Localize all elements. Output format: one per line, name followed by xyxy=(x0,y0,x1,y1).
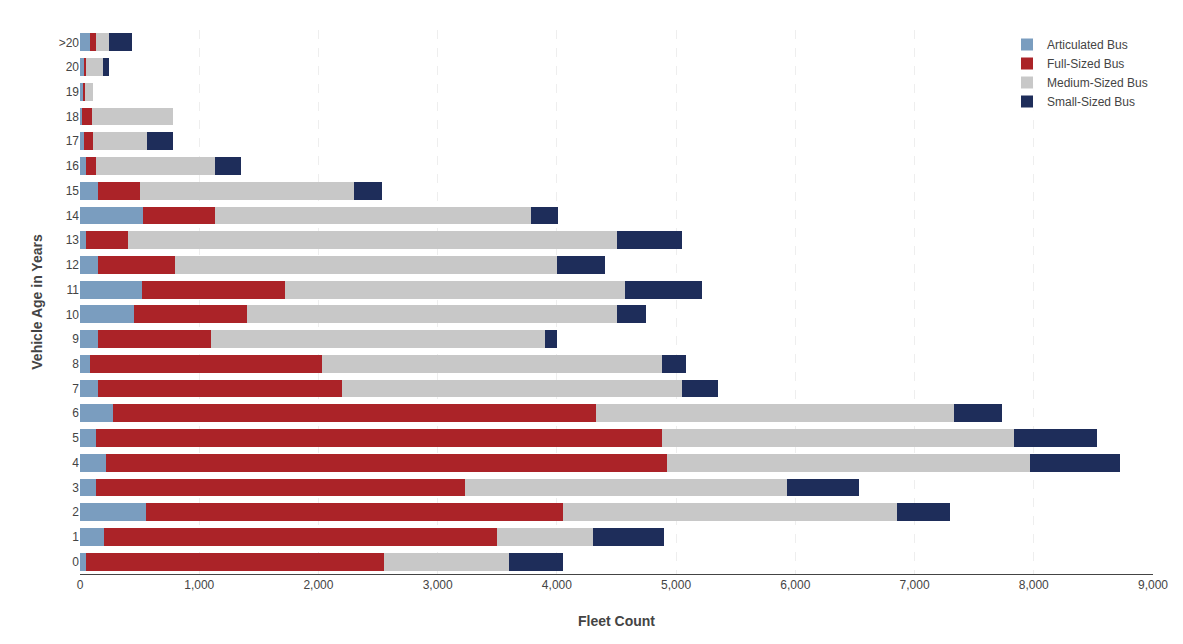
svg-text:14: 14 xyxy=(66,209,80,223)
svg-text:2: 2 xyxy=(72,505,79,519)
svg-text:Articulated Bus: Articulated Bus xyxy=(1047,38,1128,52)
svg-text:10: 10 xyxy=(66,308,80,322)
svg-text:5,000: 5,000 xyxy=(661,578,691,592)
svg-text:19: 19 xyxy=(66,85,80,99)
svg-text:1,000: 1,000 xyxy=(184,578,214,592)
svg-text:0: 0 xyxy=(72,555,79,569)
svg-text:16: 16 xyxy=(66,159,80,173)
svg-text:6: 6 xyxy=(72,406,79,420)
svg-text:4: 4 xyxy=(72,456,79,470)
svg-text:17: 17 xyxy=(66,134,80,148)
svg-text:8: 8 xyxy=(72,357,79,371)
svg-text:9,000: 9,000 xyxy=(1138,578,1168,592)
svg-text:Small-Sized Bus: Small-Sized Bus xyxy=(1047,95,1135,109)
svg-text:3: 3 xyxy=(72,481,79,495)
svg-text:Full-Sized Bus: Full-Sized Bus xyxy=(1047,57,1124,71)
svg-text:>20: >20 xyxy=(59,36,80,50)
svg-text:8,000: 8,000 xyxy=(1019,578,1049,592)
svg-text:Fleet Count: Fleet Count xyxy=(578,613,655,629)
svg-text:2,000: 2,000 xyxy=(303,578,333,592)
svg-text:3,000: 3,000 xyxy=(423,578,453,592)
svg-text:5: 5 xyxy=(72,431,79,445)
svg-text:0: 0 xyxy=(77,578,84,592)
svg-text:20: 20 xyxy=(66,60,80,74)
svg-text:15: 15 xyxy=(66,184,80,198)
svg-text:4,000: 4,000 xyxy=(542,578,572,592)
svg-text:7,000: 7,000 xyxy=(900,578,930,592)
svg-text:Vehicle Age in Years: Vehicle Age in Years xyxy=(29,234,45,370)
svg-text:12: 12 xyxy=(66,258,80,272)
svg-text:6,000: 6,000 xyxy=(780,578,810,592)
svg-text:18: 18 xyxy=(66,110,80,124)
svg-text:11: 11 xyxy=(67,283,80,297)
svg-text:Medium-Sized Bus: Medium-Sized Bus xyxy=(1047,76,1148,90)
svg-text:1: 1 xyxy=(72,530,79,544)
svg-text:7: 7 xyxy=(72,382,79,396)
svg-text:13: 13 xyxy=(66,233,80,247)
svg-text:9: 9 xyxy=(72,332,79,346)
